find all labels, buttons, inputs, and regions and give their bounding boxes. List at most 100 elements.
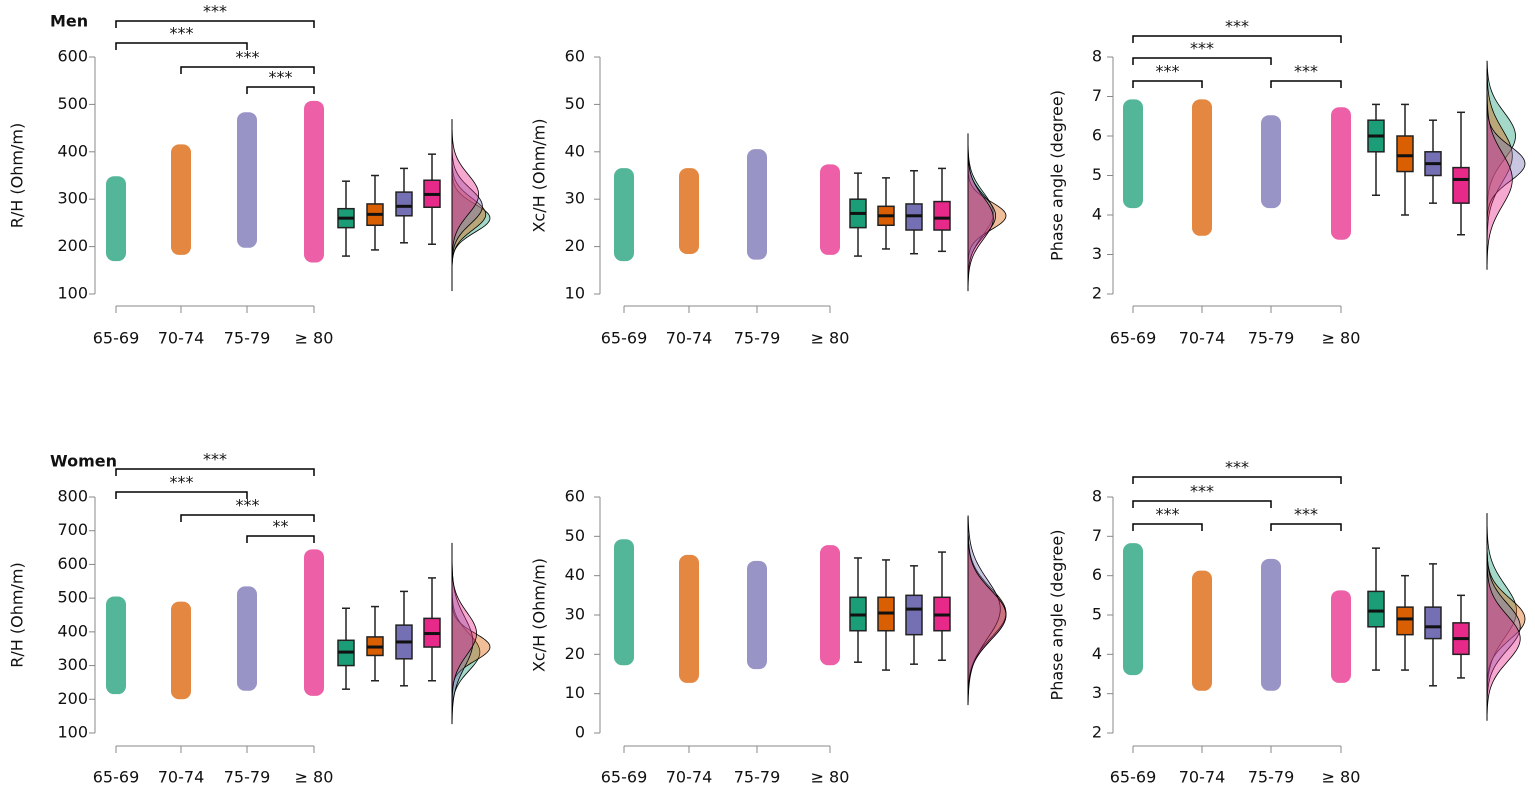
point-cloud (1123, 543, 1143, 676)
point-cloud (747, 149, 767, 260)
box (933, 200, 951, 231)
density (451, 163, 487, 266)
point-cloud (1261, 115, 1281, 209)
significance-bracket (180, 514, 315, 522)
density (967, 170, 1007, 262)
y-tick-label: 3 (1092, 244, 1102, 263)
significance-label: *** (203, 450, 227, 469)
point-cloud (1123, 99, 1143, 209)
x-tick-label: 65-69 (601, 329, 648, 348)
significance-label: *** (203, 2, 227, 21)
significance-bracket (1132, 57, 1272, 65)
x-tick-label: 70-74 (158, 768, 205, 787)
significance-label: *** (1156, 505, 1180, 524)
y-tick-label: 3 (1092, 683, 1102, 702)
y-tick-label: 600 (57, 47, 88, 66)
significance-label: *** (236, 48, 260, 67)
point-cloud (820, 164, 840, 255)
x-tick-label: 75-79 (224, 768, 271, 787)
x-tick-label: 75-79 (1248, 768, 1295, 787)
x-tick-label: 65-69 (93, 768, 140, 787)
point-cloud (1261, 558, 1281, 691)
y-tick-label: 300 (57, 655, 88, 674)
y-tick-label: 40 (565, 141, 585, 160)
significance-bracket (115, 42, 248, 50)
x-tick-label: 70-74 (666, 329, 713, 348)
density (1486, 71, 1513, 241)
y-tick-label: 7 (1092, 86, 1102, 105)
x-tick-label: 70-74 (1179, 768, 1226, 787)
significance-label: *** (1190, 482, 1214, 501)
box (905, 594, 923, 636)
significance-label: *** (170, 24, 194, 43)
y-tick-label: 7 (1092, 526, 1102, 545)
significance-bracket (1132, 476, 1342, 484)
box (1452, 166, 1470, 204)
box (1396, 606, 1414, 636)
density (967, 150, 994, 286)
point-cloud (1192, 570, 1212, 691)
significance-bracket (115, 491, 248, 499)
x-tick-label: ≥ 80 (1322, 768, 1361, 787)
y-tick-label: 400 (57, 141, 88, 160)
panel-title: Men (50, 12, 88, 31)
density (451, 565, 477, 702)
x-tick-label: ≥ 80 (295, 768, 334, 787)
y-tick-label: 4 (1092, 644, 1102, 663)
density (451, 149, 483, 263)
box (1396, 135, 1414, 173)
y-tick-label: 0 (575, 723, 585, 742)
point-cloud (237, 112, 257, 248)
point-cloud (171, 601, 191, 700)
point-cloud (679, 168, 699, 254)
y-tick-label: 5 (1092, 605, 1102, 624)
y-tick-label: 4 (1092, 205, 1102, 224)
y-tick-label: 300 (57, 189, 88, 208)
density (1486, 60, 1516, 212)
density (1486, 551, 1521, 702)
point-cloud (1192, 99, 1212, 236)
y-tick-label: 500 (57, 94, 88, 113)
point-cloud (614, 168, 634, 262)
point-cloud (1331, 107, 1351, 240)
x-tick-label: ≥ 80 (811, 768, 850, 787)
significance-label: *** (236, 496, 260, 515)
x-tick-label: ≥ 80 (811, 329, 850, 348)
point-cloud (237, 586, 257, 691)
y-tick-label: 500 (57, 588, 88, 607)
significance-bracket (115, 468, 315, 476)
y-tick-label: 800 (57, 487, 88, 506)
density (967, 535, 1007, 695)
box (395, 191, 413, 217)
x-tick-label: 75-79 (224, 329, 271, 348)
significance-bracket (180, 66, 315, 74)
y-tick-label: 100 (57, 284, 88, 303)
significance-bracket (246, 535, 315, 543)
significance-bracket (1270, 80, 1342, 88)
y-axis-label: Phase angle (degree) (1048, 90, 1067, 261)
x-tick-label: ≥ 80 (1322, 329, 1361, 348)
box (1424, 606, 1442, 640)
significance-bracket (1132, 80, 1203, 88)
significance-label: *** (269, 68, 293, 87)
point-cloud (304, 549, 324, 696)
density (1486, 526, 1517, 696)
y-tick-label: 6 (1092, 126, 1102, 145)
x-tick-label: 65-69 (1110, 329, 1157, 348)
point-cloud (820, 545, 840, 666)
box (1367, 590, 1385, 628)
significance-label: *** (1225, 17, 1249, 36)
x-tick-label: 65-69 (93, 329, 140, 348)
significance-label: *** (1156, 62, 1180, 81)
y-axis-label: R/H (Ohm/m) (8, 562, 27, 667)
y-tick-label: 5 (1092, 165, 1102, 184)
y-tick-label: 2 (1092, 723, 1102, 742)
panel-title: Women (50, 452, 117, 471)
y-tick-label: 10 (565, 683, 585, 702)
point-cloud (614, 539, 634, 666)
y-tick-label: 60 (565, 47, 585, 66)
x-tick-label: 75-79 (734, 768, 781, 787)
y-tick-label: 6 (1092, 565, 1102, 584)
significance-label: *** (1294, 505, 1318, 524)
